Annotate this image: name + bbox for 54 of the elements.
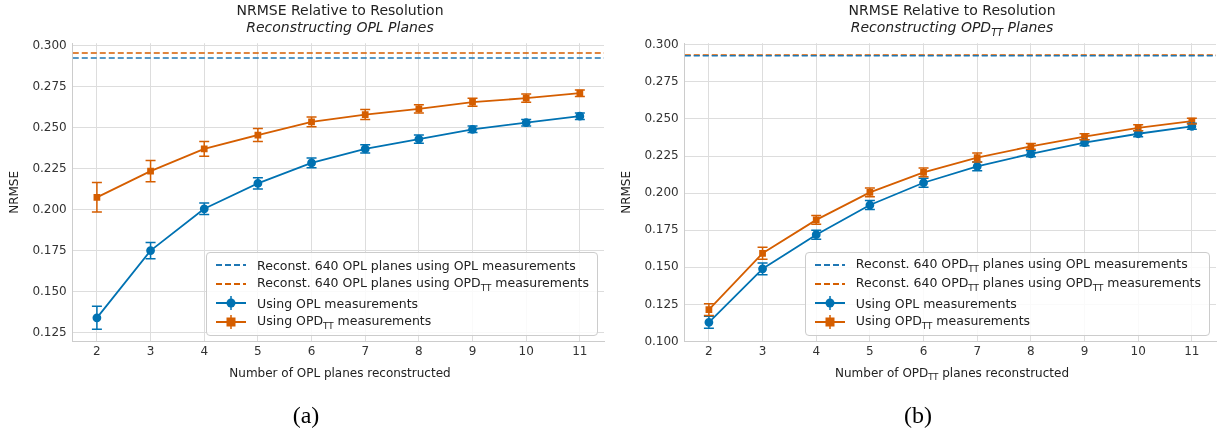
x-tick-label: 9 — [1080, 343, 1089, 358]
y-tick-label: 0.275 — [32, 78, 67, 93]
y-axis-title: NRMSE — [7, 170, 22, 214]
x-tick-label: 6 — [307, 343, 316, 358]
x-tick-label: 10 — [1130, 343, 1146, 358]
y-tick-label: 0.200 — [644, 185, 679, 200]
legend-label: Reconst. 640 OPL planes using OPL measurements — [257, 257, 576, 273]
x-tick-label: 11 — [572, 343, 588, 358]
x-tick-label: 3 — [758, 343, 767, 358]
text: (a) — [291, 402, 321, 429]
chart-title: NRMSE Relative to Resolution Reconstructing OPL Planes — [235, 2, 445, 36]
x-tick-label: 10 — [518, 343, 534, 358]
x-tick-label: 11 — [1184, 343, 1200, 358]
y-tick-label: 0.200 — [32, 201, 67, 216]
legend-label: Using OPD$_{TT}$ measurements — [855, 313, 1031, 331]
x-tick-label: 3 — [146, 343, 155, 358]
x-axis-title: Number of OPL planes reconstructed — [228, 366, 452, 380]
chart-title: NRMSE Relative to Resolution Reconstructing OPD$_{TT}$ Planes — [848, 2, 1056, 38]
x-tick-label: 8 — [415, 343, 423, 358]
y-tick-label: 0.150 — [644, 259, 679, 274]
y-tick-label: 0.125 — [32, 324, 67, 339]
x-tick-label: 9 — [468, 343, 477, 358]
y-tick-label: 0.275 — [644, 73, 679, 88]
y-tick-label: 0.300 — [32, 37, 67, 52]
y-tick-label: 0.150 — [32, 283, 67, 298]
x-tick-label: 5 — [866, 343, 874, 358]
point — [703, 302, 715, 317]
y-tick-label: 0.175 — [32, 242, 67, 257]
y-tick-label: 0.225 — [32, 160, 67, 175]
legend-label: Reconst. 640 OPL planes using OPD$_{TT}$ measurements — [257, 275, 589, 293]
y-tick-label: 0.250 — [644, 111, 679, 126]
x-tick-label: 2 — [93, 343, 101, 358]
x-tick-label: 6 — [919, 343, 928, 358]
legend-label: Reconst. 640 OPD$_{TT}$ planes using OPL measurements — [855, 256, 1188, 274]
x-tick-label: 4 — [200, 343, 209, 358]
y-tick-label: 0.250 — [32, 119, 67, 134]
x-tick-label: 2 — [705, 343, 713, 358]
y-tick-label: 0.175 — [644, 222, 679, 237]
legend-label: Using OPL measurements — [855, 295, 1017, 311]
y-axis-title: NRMSE — [619, 170, 634, 214]
y-tick-label: 0.125 — [644, 296, 679, 311]
x-tick-label: 7 — [361, 343, 370, 358]
legend-label: Using OPL measurements — [257, 295, 419, 311]
y-tick-label: 0.300 — [644, 36, 679, 51]
x-axis-title: Number of OPD$_{TT}$ planes reconstructed — [834, 366, 1070, 383]
legend-label: Using OPD$_{TT}$ measurements — [257, 313, 432, 331]
x-tick-label: 5 — [254, 343, 262, 358]
x-tick-label: 8 — [1027, 343, 1035, 358]
x-tick-label: 4 — [812, 343, 821, 358]
legend-label: Reconst. 640 OPD$_{TT}$ planes using OPD$_{TT}$ measurements — [855, 275, 1201, 293]
x-tick-label: 7 — [973, 343, 982, 358]
y-tick-label: 0.100 — [644, 333, 679, 348]
y-tick-label: 0.225 — [644, 148, 679, 163]
text: (b) — [903, 402, 933, 429]
